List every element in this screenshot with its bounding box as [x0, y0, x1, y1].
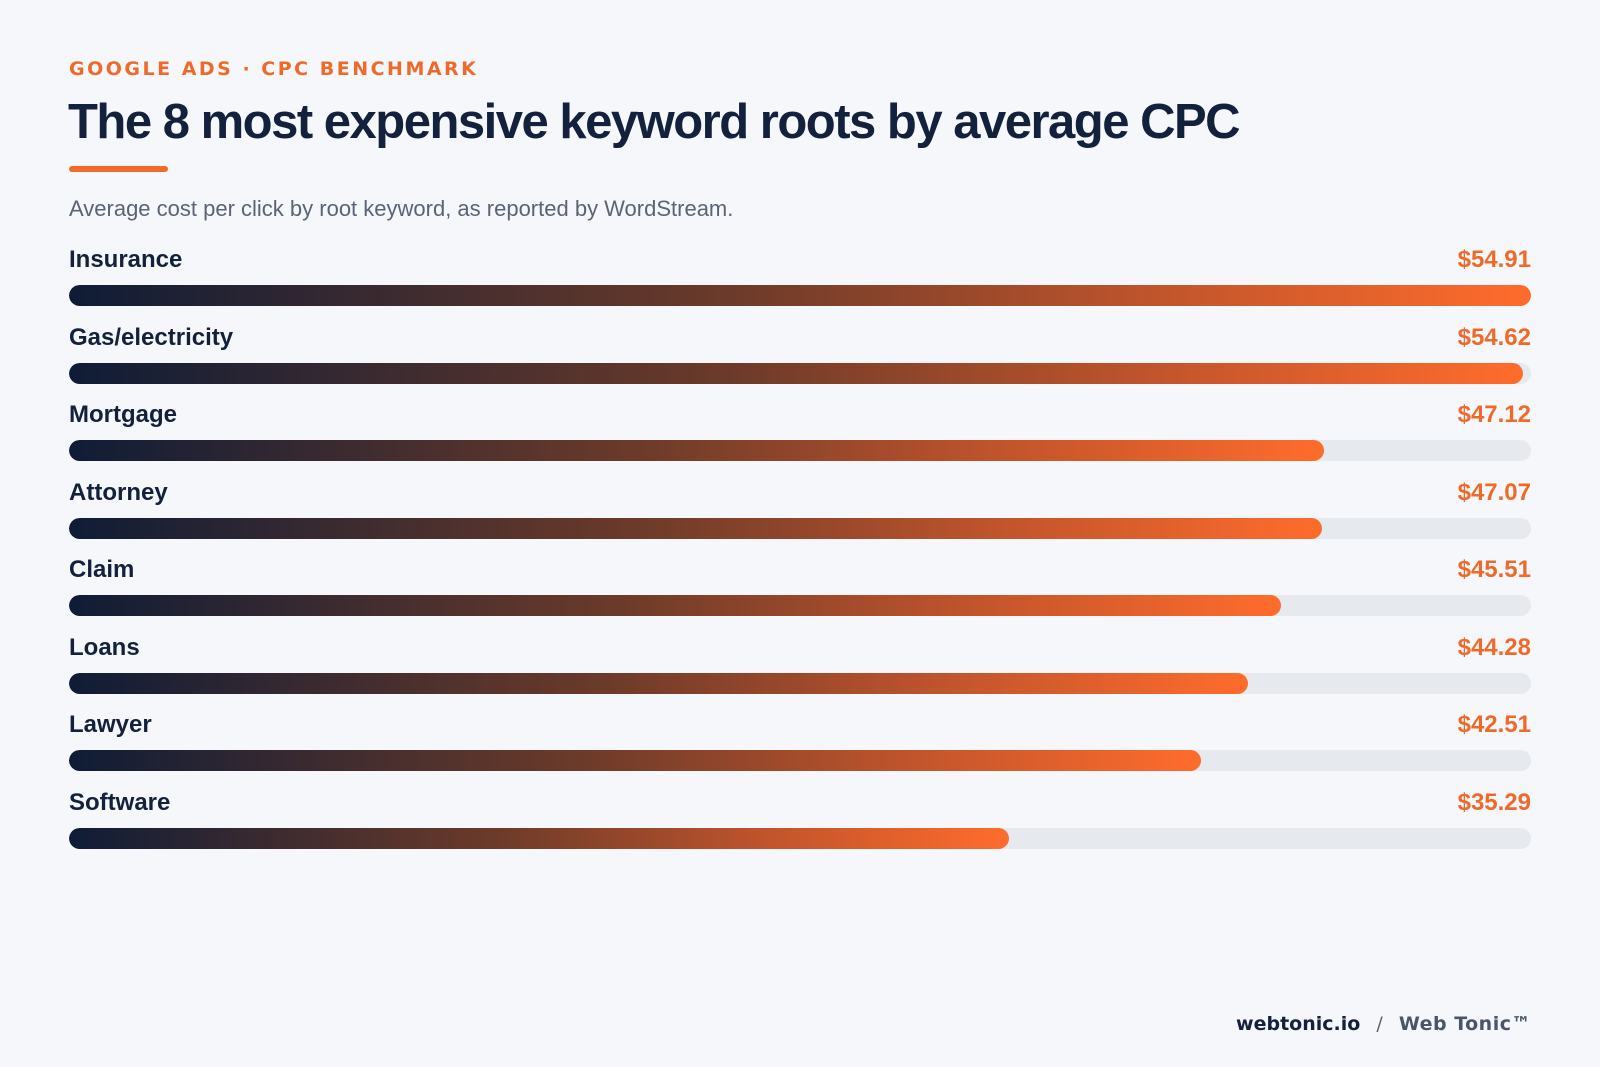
bar-track [69, 362, 1531, 384]
bar-value-label: $44.28 [1457, 633, 1531, 661]
bar-fill [69, 517, 1322, 539]
footer-separator: / [1376, 1013, 1383, 1035]
bar-track [69, 440, 1531, 461]
footer-credit: webtonic.io / Web Tonic™ [1236, 1013, 1531, 1035]
bar-fill [69, 672, 1248, 694]
bar-track [69, 517, 1531, 539]
bar-category-label: Attorney [69, 478, 168, 506]
bar-row: Attorney $47.07 [69, 479, 1531, 557]
bar-row: Mortgage $47.12 [69, 401, 1531, 479]
bar-value-label: $54.91 [1457, 246, 1531, 273]
bar-value-label: $47.07 [1457, 478, 1531, 506]
bar-category-label: Mortgage [69, 401, 177, 428]
bar-row: Software $35.29 [69, 789, 1531, 867]
chart-title: The 8 most expensive keyword roots by av… [68, 95, 1241, 149]
bar-fill [69, 362, 1523, 384]
bar-fill [69, 285, 1531, 306]
bar-row: Insurance $54.91 [69, 246, 1531, 324]
bar-row: Claim $45.51 [69, 556, 1531, 634]
bar-category-label: Insurance [69, 246, 183, 273]
bar-value-label: $35.29 [1457, 788, 1531, 816]
bar-value-label: $45.51 [1457, 556, 1531, 583]
title-accent-rule [69, 166, 168, 172]
bar-category-label: Loans [69, 633, 140, 661]
bar-fill [69, 750, 1201, 771]
bar-category-label: Claim [69, 556, 135, 583]
bar-track [69, 672, 1531, 694]
footer-site[interactable]: webtonic.io [1236, 1013, 1361, 1035]
bar-row: Gas/electricity $54.62 [69, 324, 1531, 402]
footer-brand: Web Tonic™ [1398, 1013, 1531, 1035]
eyebrow-label: GOOGLE ADS · CPC BENCHMARK [69, 58, 479, 80]
chart-subtitle: Average cost per click by root keyword, … [69, 196, 734, 221]
bar-row: Lawyer $42.51 [69, 711, 1531, 789]
bar-row: Loans $44.28 [69, 634, 1531, 712]
bar-track [69, 285, 1531, 306]
bar-track [69, 750, 1531, 771]
bar-track [69, 595, 1531, 616]
bar-fill [69, 595, 1281, 616]
bar-chart: Insurance $54.91 Gas/electricity $54.62 Mort… [69, 246, 1531, 866]
bar-category-label: Gas/electricity [69, 323, 234, 351]
bar-category-label: Lawyer [69, 711, 152, 738]
bar-fill [69, 440, 1324, 461]
bar-value-label: $54.62 [1457, 323, 1531, 351]
bar-category-label: Software [69, 788, 171, 816]
bar-value-label: $47.12 [1457, 401, 1531, 428]
bar-value-label: $42.51 [1457, 711, 1531, 738]
bar-track [69, 827, 1531, 849]
bar-fill [69, 827, 1009, 849]
